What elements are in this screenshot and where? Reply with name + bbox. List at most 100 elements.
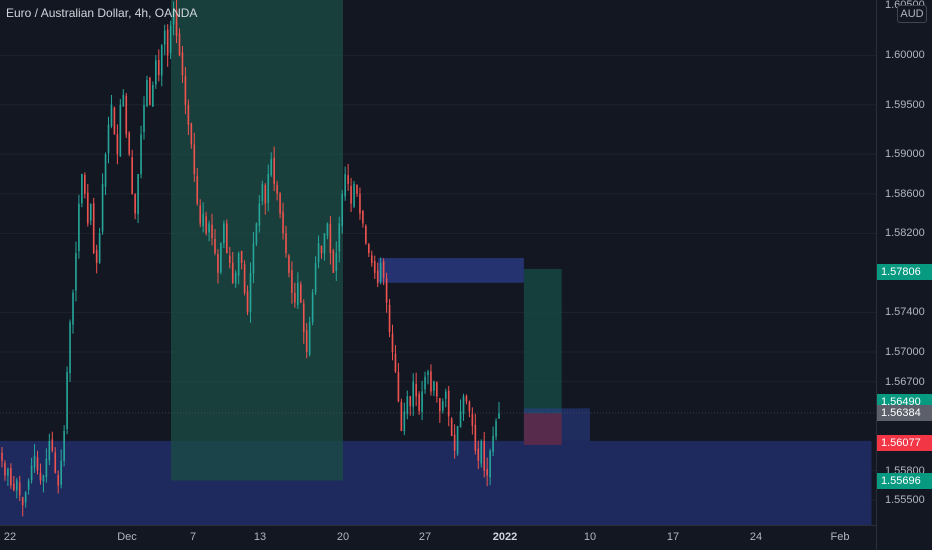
candle-body xyxy=(36,457,39,471)
candle-body xyxy=(294,292,296,303)
candle-body xyxy=(400,402,403,432)
candle-body xyxy=(214,238,216,254)
price-tick-label: 1.55500 xyxy=(885,494,925,507)
candle-body xyxy=(211,224,213,239)
candle-body xyxy=(84,174,86,194)
candle-body xyxy=(226,223,228,254)
candle-body xyxy=(480,440,483,464)
candle-body xyxy=(107,124,110,154)
time-tick-label: 24 xyxy=(749,531,763,543)
candle-body xyxy=(163,30,166,45)
candle-body xyxy=(110,104,113,127)
candle-body xyxy=(267,174,270,203)
price-tag: 1.55696 xyxy=(877,472,932,489)
candle-body xyxy=(104,154,107,187)
candle-body xyxy=(240,251,243,263)
candle-body xyxy=(498,413,500,419)
time-tick-label: Feb xyxy=(830,531,850,543)
candle-body xyxy=(81,174,83,204)
time-axis[interactable]: 22 Dec 7 13 20 27 2022 10 17 24 Feb xyxy=(0,525,876,550)
time-tick-label: 20 xyxy=(336,531,350,543)
candle-body xyxy=(291,270,293,293)
candle-body xyxy=(489,450,491,478)
candle-body xyxy=(116,134,119,155)
candle-body xyxy=(234,272,237,284)
candle-body xyxy=(486,469,488,476)
candle-body xyxy=(187,104,190,125)
candle-body xyxy=(273,157,275,184)
candle-body xyxy=(149,77,151,105)
candle-body xyxy=(338,223,341,252)
price-tag: 1.56384 xyxy=(877,404,932,421)
symbol-title[interactable]: Euro / Australian Dollar, 4h, OANDA xyxy=(6,6,198,20)
candle-body xyxy=(326,223,329,236)
candle-body xyxy=(146,80,148,107)
candle-body xyxy=(208,223,210,233)
candle-body xyxy=(30,465,33,481)
candle-body xyxy=(447,390,450,417)
candle-body xyxy=(249,272,252,312)
price-tick-label: 1.59500 xyxy=(885,98,925,111)
currency-badge[interactable]: AUD xyxy=(897,5,927,23)
candle-body xyxy=(477,448,480,461)
candle-body xyxy=(45,458,48,478)
candle-body xyxy=(51,439,54,451)
price-tick-label: 1.60000 xyxy=(885,49,925,62)
candle-body xyxy=(270,159,273,176)
candle-body xyxy=(444,391,447,399)
candle-body xyxy=(131,157,133,194)
candle-body xyxy=(27,480,30,490)
candle-body xyxy=(314,262,317,293)
candle-body xyxy=(347,175,349,184)
candle-body xyxy=(78,203,80,251)
candle-body xyxy=(320,245,323,254)
candle-body xyxy=(137,174,139,215)
candle-body xyxy=(305,330,308,352)
candle-body xyxy=(430,371,432,392)
chart-area[interactable]: Euro / Australian Dollar, 4h, OANDA xyxy=(0,0,876,525)
candle-body xyxy=(344,174,346,197)
price-tag: 1.56077 xyxy=(877,435,932,452)
candle-body xyxy=(264,184,267,204)
candle-body xyxy=(317,243,320,263)
candle-body xyxy=(237,253,240,276)
candle-body xyxy=(376,270,379,283)
candle-body xyxy=(436,382,438,397)
candle-body xyxy=(217,254,219,273)
candle-body xyxy=(394,353,397,372)
candle-body xyxy=(483,440,486,471)
candle-body xyxy=(60,460,62,485)
price-chart[interactable] xyxy=(0,0,876,525)
candle-body xyxy=(329,223,332,254)
candle-body xyxy=(252,243,255,274)
candle-body xyxy=(54,452,57,473)
candle-body xyxy=(89,203,92,221)
candle-body xyxy=(261,183,264,201)
candle-body xyxy=(302,303,305,333)
candle-body xyxy=(412,381,415,407)
candle-body xyxy=(98,233,101,263)
candle-body xyxy=(243,264,246,293)
candle-body xyxy=(231,262,234,283)
candle-body xyxy=(199,205,202,224)
candle-body xyxy=(285,233,287,254)
candle-body xyxy=(184,75,187,105)
candle-body xyxy=(362,210,364,224)
candle-body xyxy=(57,475,60,486)
candle-body xyxy=(140,134,142,175)
price-tick-label: 1.59000 xyxy=(885,148,925,161)
candle-body xyxy=(406,396,409,415)
candle-body xyxy=(169,25,172,54)
candle-body xyxy=(220,243,222,273)
candle-body xyxy=(385,278,388,303)
price-axis[interactable]: 1.60500 1.600001.595001.590001.586001.58… xyxy=(876,0,932,550)
candle-body xyxy=(92,203,95,254)
candle-body xyxy=(299,284,302,303)
candle-body xyxy=(471,414,474,427)
candle-body xyxy=(246,291,249,313)
candle-body xyxy=(228,255,231,263)
candle-body xyxy=(421,391,423,412)
candle-body xyxy=(350,186,352,204)
candle-body xyxy=(311,292,314,323)
time-tick-label: 10 xyxy=(583,531,597,543)
